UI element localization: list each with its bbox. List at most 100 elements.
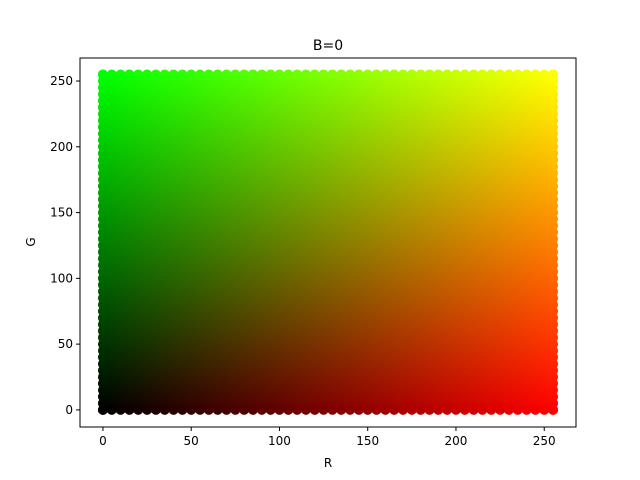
scatter-point xyxy=(195,69,206,80)
scatter-point xyxy=(398,404,409,415)
scatter-point xyxy=(468,404,479,415)
scatter-point xyxy=(256,69,267,80)
scatter-point xyxy=(318,404,329,415)
scatter-point xyxy=(142,404,153,415)
scatter-point xyxy=(389,404,400,415)
scatter-point xyxy=(336,404,347,415)
scatter-point xyxy=(512,69,523,80)
scatter-point xyxy=(371,404,382,415)
color-field xyxy=(102,74,554,410)
scatter-point xyxy=(503,404,514,415)
x-tick-label: 50 xyxy=(184,434,199,448)
scatter-point xyxy=(548,69,559,80)
scatter-point xyxy=(398,69,409,80)
scatter-point xyxy=(239,69,250,80)
scatter-point xyxy=(230,404,241,415)
scatter-point xyxy=(133,69,144,80)
scatter-point xyxy=(247,69,258,80)
scatter-point xyxy=(150,69,161,80)
scatter-point xyxy=(442,404,453,415)
plot-area xyxy=(97,69,559,415)
scatter-point xyxy=(362,69,373,80)
scatter-point xyxy=(512,404,523,415)
scatter-point xyxy=(468,69,479,80)
scatter-point xyxy=(265,69,276,80)
x-tick-label: 250 xyxy=(533,434,556,448)
scatter-point xyxy=(124,404,135,415)
scatter-point xyxy=(292,404,303,415)
scatter-point xyxy=(327,69,338,80)
axes-frame xyxy=(79,57,577,428)
x-tick-label: 0 xyxy=(99,434,107,448)
scatter-point xyxy=(495,69,506,80)
scatter-point xyxy=(177,404,188,415)
scatter-point xyxy=(195,404,206,415)
scatter-point xyxy=(477,404,488,415)
scatter-point xyxy=(309,69,320,80)
scatter-point xyxy=(495,404,506,415)
scatter-point xyxy=(186,404,197,415)
scatter-point xyxy=(318,69,329,80)
scatter-point xyxy=(415,404,426,415)
scatter-point xyxy=(503,69,514,80)
scatter-point xyxy=(292,69,303,80)
x-tick-label: 150 xyxy=(356,434,379,448)
scatter-point xyxy=(309,404,320,415)
scatter-point xyxy=(345,69,356,80)
scatter-point xyxy=(247,404,258,415)
x-axis-label: R xyxy=(324,456,332,470)
scatter-point xyxy=(424,404,435,415)
scatter-point xyxy=(221,69,232,80)
scatter-point xyxy=(106,69,117,80)
y-tick-label: 100 xyxy=(50,271,73,285)
scatter-point xyxy=(230,69,241,80)
scatter-point xyxy=(327,404,338,415)
scatter-point xyxy=(371,69,382,80)
scatter-point xyxy=(265,404,276,415)
y-tick-label: 0 xyxy=(65,403,73,417)
x-tick-label: 200 xyxy=(445,434,468,448)
scatter-point xyxy=(406,69,417,80)
scatter-point xyxy=(221,404,232,415)
y-tick-label: 200 xyxy=(50,140,73,154)
green-gradient xyxy=(102,74,554,410)
scatter-point xyxy=(300,404,311,415)
scatter-point xyxy=(106,404,117,415)
chart-title: B=0 xyxy=(313,38,343,54)
scatter-point xyxy=(486,69,497,80)
scatter-point xyxy=(459,404,470,415)
scatter-point xyxy=(450,404,461,415)
scatter-point xyxy=(406,404,417,415)
scatter-point xyxy=(186,69,197,80)
scatter-point xyxy=(115,404,126,415)
scatter-point xyxy=(142,69,153,80)
scatter-point xyxy=(283,404,294,415)
scatter-point xyxy=(300,69,311,80)
scatter-point xyxy=(203,404,214,415)
scatter-point xyxy=(459,69,470,80)
scatter-point xyxy=(450,69,461,80)
scatter-point xyxy=(380,404,391,415)
scatter-point xyxy=(97,69,108,80)
scatter-point xyxy=(256,404,267,415)
scatter-point xyxy=(530,69,541,80)
scatter-point xyxy=(274,69,285,80)
scatter-point xyxy=(521,404,532,415)
y-tick-label: 50 xyxy=(58,337,73,351)
scatter-point xyxy=(177,69,188,80)
scatter-point xyxy=(433,404,444,415)
scatter-point xyxy=(274,404,285,415)
y-tick-label: 150 xyxy=(50,206,73,220)
scatter-point xyxy=(521,69,532,80)
scatter-point xyxy=(336,69,347,80)
scatter-point xyxy=(530,404,541,415)
scatter-point xyxy=(486,404,497,415)
scatter-point xyxy=(353,69,364,80)
y-axis-label: G xyxy=(24,237,38,246)
scatter-point xyxy=(159,404,170,415)
scatter-point xyxy=(424,69,435,80)
scatter-point xyxy=(168,404,179,415)
scatter-point xyxy=(203,69,214,80)
scatter-point xyxy=(124,69,135,80)
